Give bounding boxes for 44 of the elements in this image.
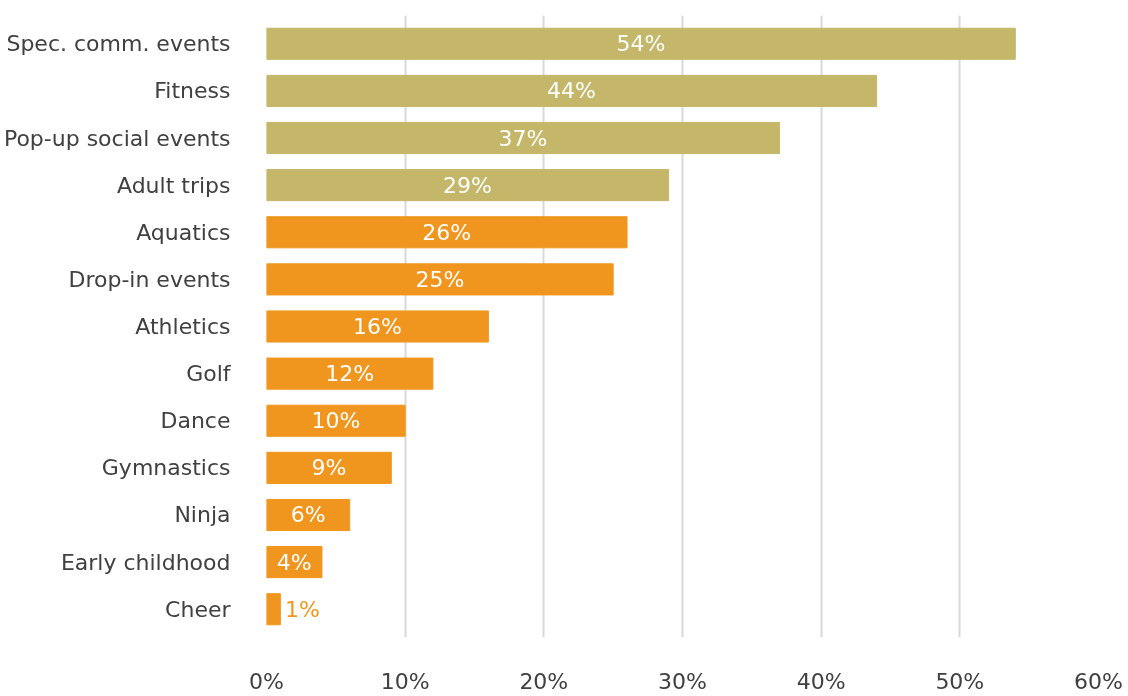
- bar: [266, 27, 1016, 60]
- bar: [266, 404, 406, 437]
- y-tick-label: Aquatics: [136, 219, 231, 245]
- y-tick-label: Adult trips: [116, 172, 231, 198]
- y-tick-label: Athletics: [135, 314, 231, 339]
- y-tick-label: Ninja: [174, 502, 231, 528]
- data-label: 44%: [547, 78, 597, 104]
- data-label: 1%: [285, 596, 321, 622]
- data-label: 26%: [422, 219, 472, 245]
- x-tick-label: 40%: [796, 668, 846, 694]
- x-tick-label: 0%: [249, 668, 284, 694]
- data-label: 10%: [311, 408, 361, 434]
- data-label: 9%: [311, 455, 347, 481]
- bar: [266, 357, 434, 390]
- y-tick-label: Early childhood: [60, 549, 231, 575]
- bar: [266, 593, 281, 626]
- y-tick-label: Dance: [160, 408, 231, 434]
- bar: [266, 451, 392, 484]
- x-tick-label: 10%: [380, 668, 430, 694]
- bar: [266, 263, 614, 296]
- y-tick-label: Cheer: [165, 596, 232, 622]
- data-label: 6%: [290, 502, 326, 528]
- y-tick-label: Pop-up social events: [3, 125, 231, 151]
- x-tick-label: 30%: [658, 668, 707, 694]
- y-tick-label: Golf: [186, 361, 232, 387]
- data-label: 16%: [352, 314, 402, 339]
- y-tick-label: Spec. comm. events: [6, 31, 231, 57]
- data-label: 12%: [325, 361, 375, 387]
- y-tick-label: Fitness: [154, 78, 231, 104]
- y-tick-label: Gymnastics: [101, 455, 231, 481]
- data-label: 4%: [276, 549, 312, 575]
- data-label: 54%: [616, 31, 666, 57]
- bar: [266, 121, 781, 155]
- data-label: 25%: [415, 266, 465, 292]
- bar: [266, 310, 489, 343]
- x-tick-label: 60%: [1074, 668, 1123, 694]
- bar: [266, 169, 670, 202]
- y-tick-label: Drop-in events: [68, 266, 231, 292]
- x-tick-label: 50%: [935, 668, 985, 694]
- bar: [266, 74, 878, 107]
- data-label: 37%: [498, 125, 548, 151]
- bar: [266, 216, 628, 249]
- x-tick-label: 20%: [519, 668, 569, 694]
- data-label: 29%: [443, 172, 493, 198]
